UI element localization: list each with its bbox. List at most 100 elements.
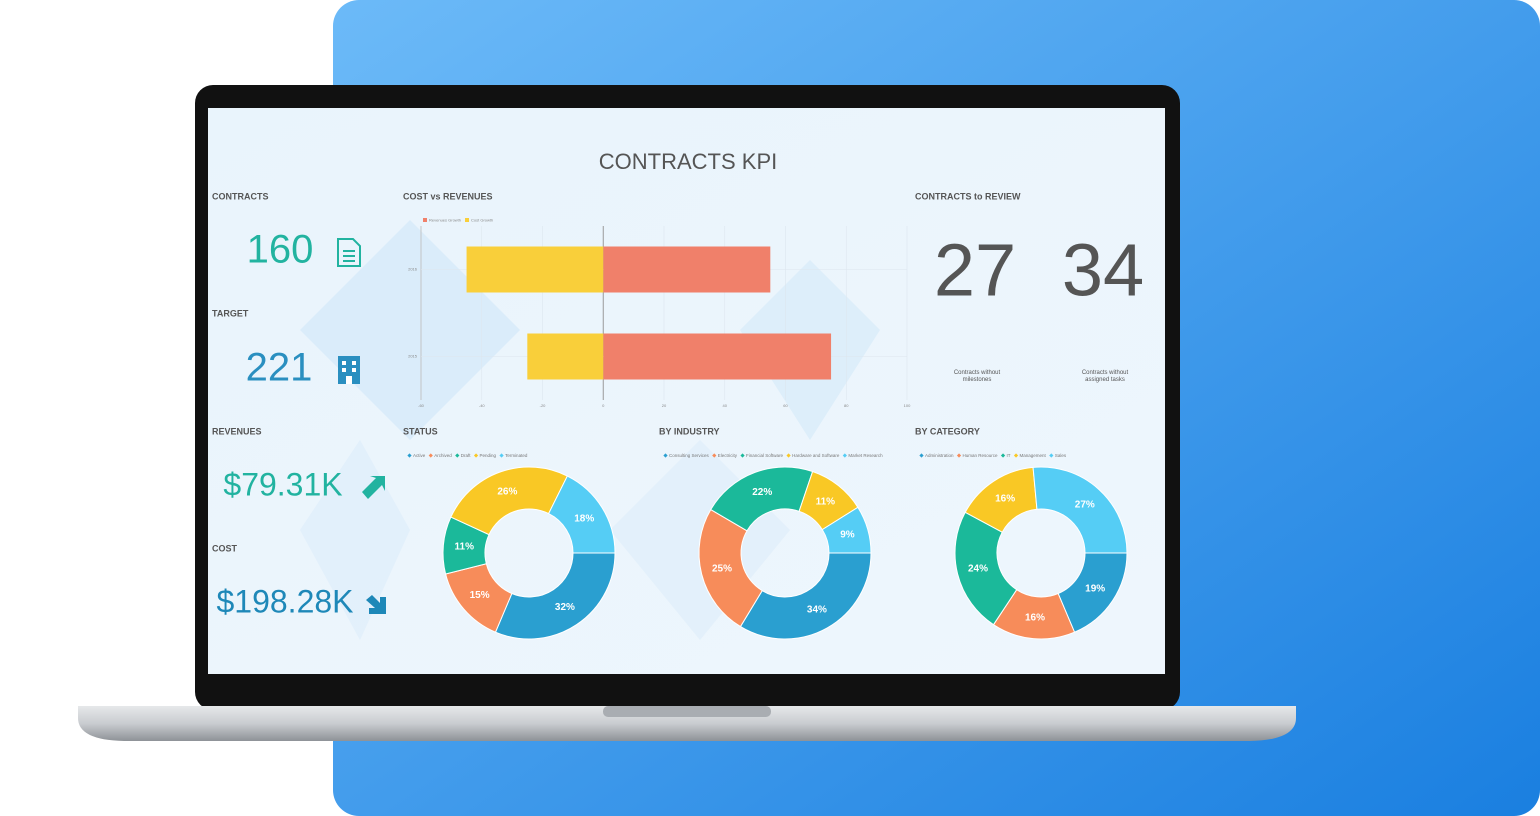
legend-swatch (407, 453, 412, 458)
review-caption: Contracts without assigned tasks (1081, 370, 1129, 383)
legend-label: Human Resource (963, 453, 999, 458)
slice-label: 27% (1075, 500, 1095, 511)
donut-slice (450, 466, 569, 536)
x-tick-label: 100 (904, 403, 911, 408)
review-caption: Contracts without milestones (953, 370, 1001, 383)
legend-swatch (842, 453, 847, 458)
section-label: BY CATEGORY (915, 426, 980, 436)
slice-label: 22% (752, 487, 772, 498)
legend-label: Active (413, 453, 426, 458)
donut-slice (710, 466, 814, 532)
legend-swatch (663, 453, 668, 458)
legend-label: IT (1007, 453, 1011, 458)
x-tick-label: -40 (479, 403, 486, 408)
slice-label: 34% (807, 604, 827, 615)
slice-label: 18% (574, 513, 594, 524)
bar (603, 333, 832, 380)
legend-label: Consulting Services (669, 453, 710, 458)
legend-swatch (1049, 453, 1054, 458)
donut-slice (494, 552, 616, 640)
trend-down-icon (366, 595, 386, 614)
donut-slice (547, 475, 616, 554)
donut-slice (954, 511, 1018, 626)
section-label: BY INDUSTRY (659, 426, 720, 436)
legend-swatch (712, 453, 717, 458)
slice-label: 11% (455, 542, 475, 553)
laptop-notch (603, 706, 771, 717)
slice-label: 16% (1025, 612, 1045, 623)
bar (527, 333, 604, 380)
legend-label: Cost Growth (471, 218, 493, 223)
legend-swatch (428, 453, 433, 458)
slice-label: 15% (470, 590, 490, 601)
kpi-value: 160 (247, 228, 314, 272)
legend-label: Terminated (505, 453, 528, 458)
legend-label: Administration (925, 453, 954, 458)
slice-label: 11% (816, 497, 836, 508)
y-tick-label: 2016 (408, 267, 418, 272)
legend-swatch (956, 453, 962, 458)
building-icon (338, 356, 360, 384)
bar (603, 246, 771, 293)
kpi-value: 221 (246, 346, 313, 390)
legend-label: Archived (434, 453, 452, 458)
legend-swatch (786, 453, 791, 458)
legend-swatch (465, 218, 470, 222)
slice-label: 25% (712, 564, 732, 575)
legend-swatch (473, 453, 479, 458)
legend-label: Electricity (718, 453, 738, 458)
legend-label: Market Research (848, 453, 883, 458)
x-tick-label: -20 (540, 403, 547, 408)
dashboard-title: CONTRACTS KPI (599, 149, 777, 174)
x-tick-label: 20 (662, 403, 667, 408)
legend-swatch (1000, 453, 1006, 458)
legend-label: Pending (480, 453, 497, 458)
slice-label: 9% (840, 530, 855, 541)
decor (300, 440, 410, 640)
legend-swatch (919, 453, 924, 458)
legend-label: Management (1020, 453, 1047, 458)
kpi-value: $79.31K (223, 466, 342, 502)
x-tick-label: 80 (844, 403, 849, 408)
trend-up-icon (362, 476, 385, 499)
legend-swatch (499, 453, 504, 458)
legend-label: Sales (1055, 453, 1067, 458)
review-value: 34 (1062, 229, 1144, 312)
laptop-base (78, 706, 1296, 741)
review-value: 27 (934, 229, 1016, 312)
donut-slice (739, 552, 872, 640)
slice-label: 19% (1085, 584, 1105, 595)
legend-swatch (423, 218, 427, 222)
legend-label: Draft (461, 453, 472, 458)
legend-swatch (1013, 453, 1019, 458)
section-label: CONTRACTS to REVIEW (915, 191, 1021, 201)
section-label: COST vs REVENUES (403, 191, 493, 201)
legend-label: Revenues Growth (429, 218, 461, 223)
section-label: STATUS (403, 426, 438, 436)
legend-swatch (740, 453, 745, 458)
section-label: REVENUES (212, 426, 262, 436)
legend-label: Hardware and Software (792, 453, 840, 458)
x-tick-label: 60 (783, 403, 788, 408)
kpi-value: $198.28K (216, 583, 353, 619)
slice-label: 32% (555, 602, 575, 613)
slice-label: 16% (995, 493, 1015, 504)
bar (466, 246, 604, 293)
legend-label: Financial Software (746, 453, 784, 458)
section-label: CONTRACTS (212, 191, 269, 201)
x-tick-label: 0 (602, 403, 605, 408)
legend-swatch (455, 453, 460, 458)
y-tick-label: 2015 (408, 354, 418, 359)
decor (300, 220, 520, 440)
donut-slice (698, 508, 763, 628)
donut-slice (821, 506, 872, 554)
donut-slice (1032, 466, 1128, 554)
slice-label: 24% (968, 563, 988, 574)
x-tick-label: 40 (723, 403, 728, 408)
x-tick-label: -60 (418, 403, 425, 408)
section-label: TARGET (212, 308, 249, 318)
document-icon (337, 238, 361, 267)
slice-label: 26% (497, 486, 517, 497)
